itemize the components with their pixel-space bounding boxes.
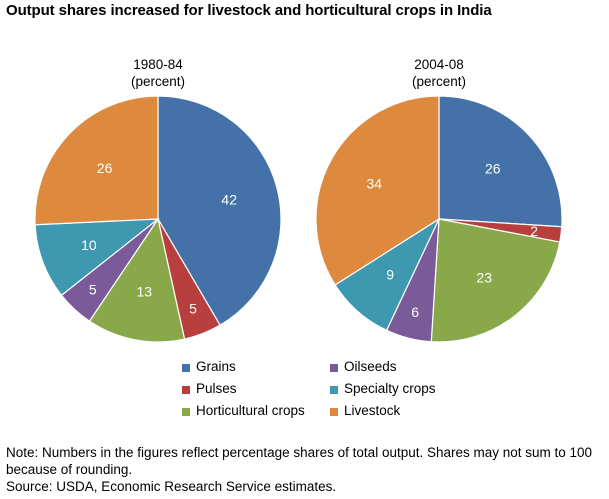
legend-label-grains: Grains xyxy=(196,359,236,374)
pie-slice-grains xyxy=(438,95,563,228)
footnote-source: Source: USDA, Economic Research Service … xyxy=(6,479,337,494)
pie-label-livestock: 26 xyxy=(97,160,113,176)
legend: Grains Oilseeds Pulses Specialty crops H… xyxy=(182,358,482,424)
pie-label-pulses: 5 xyxy=(189,300,197,316)
pie-label-livestock: 34 xyxy=(367,175,383,191)
legend-label-oilseeds: Oilseeds xyxy=(344,359,397,374)
legend-label-specialty-crops: Specialty crops xyxy=(344,381,436,396)
pie-slice-livestock xyxy=(315,95,440,286)
legend-swatch-specialty-crops xyxy=(330,386,338,394)
legend-swatch-oilseeds xyxy=(330,364,338,372)
legend-swatch-horticultural-crops xyxy=(182,408,190,416)
legend-swatch-grains xyxy=(182,364,190,372)
pie-caption-2004-08: 2004-08 (percent) xyxy=(339,56,539,90)
pie-unit-2004-08: (percent) xyxy=(411,74,467,89)
pie-period-1980-84: 1980-84 xyxy=(133,57,183,72)
footnote-note: Note: Numbers in the figures reflect per… xyxy=(6,445,593,477)
legend-label-horticultural-crops: Horticultural crops xyxy=(196,403,305,418)
pie-label-oilseeds: 6 xyxy=(411,304,419,320)
pie-slice-livestock xyxy=(34,95,159,226)
pie-charts: 42 5 13 5 10 26 26 2 23 6 9 34 xyxy=(34,95,563,343)
footnote: Note: Numbers in the figures reflect per… xyxy=(6,444,604,495)
legend-label-livestock: Livestock xyxy=(344,403,401,418)
legend-label-pulses: Pulses xyxy=(196,381,237,396)
pie-slice-horticultural-crops xyxy=(88,217,186,343)
pie-chart-1980-84: 42 5 13 5 10 26 xyxy=(34,95,282,343)
pie-label-specialty-crops: 10 xyxy=(81,237,97,253)
pie-label-oilseeds: 5 xyxy=(89,281,97,297)
legend-swatch-livestock xyxy=(330,408,338,416)
pie-period-2004-08: 2004-08 xyxy=(414,57,464,72)
chart-title: Output shares increased for livestock an… xyxy=(6,2,492,19)
pie-label-pulses: 2 xyxy=(530,223,538,239)
pie-unit-1980-84: (percent) xyxy=(130,74,186,89)
pie-caption-1980-84: 1980-84 (percent) xyxy=(58,56,258,90)
pie-chart-2004-08: 26 2 23 6 9 34 xyxy=(315,95,563,343)
pie-label-horticultural-crops: 23 xyxy=(476,269,492,285)
pie-slice-specialty-crops xyxy=(34,218,160,297)
pie-label-grains: 26 xyxy=(485,161,501,177)
pie-slice-grains xyxy=(157,95,282,327)
pie-label-grains: 42 xyxy=(221,192,237,208)
pie-label-horticultural-crops: 13 xyxy=(137,284,153,300)
pie-label-specialty-crops: 9 xyxy=(386,266,394,282)
legend-swatch-pulses xyxy=(182,386,190,394)
pie-slice-horticultural-crops xyxy=(430,218,561,343)
